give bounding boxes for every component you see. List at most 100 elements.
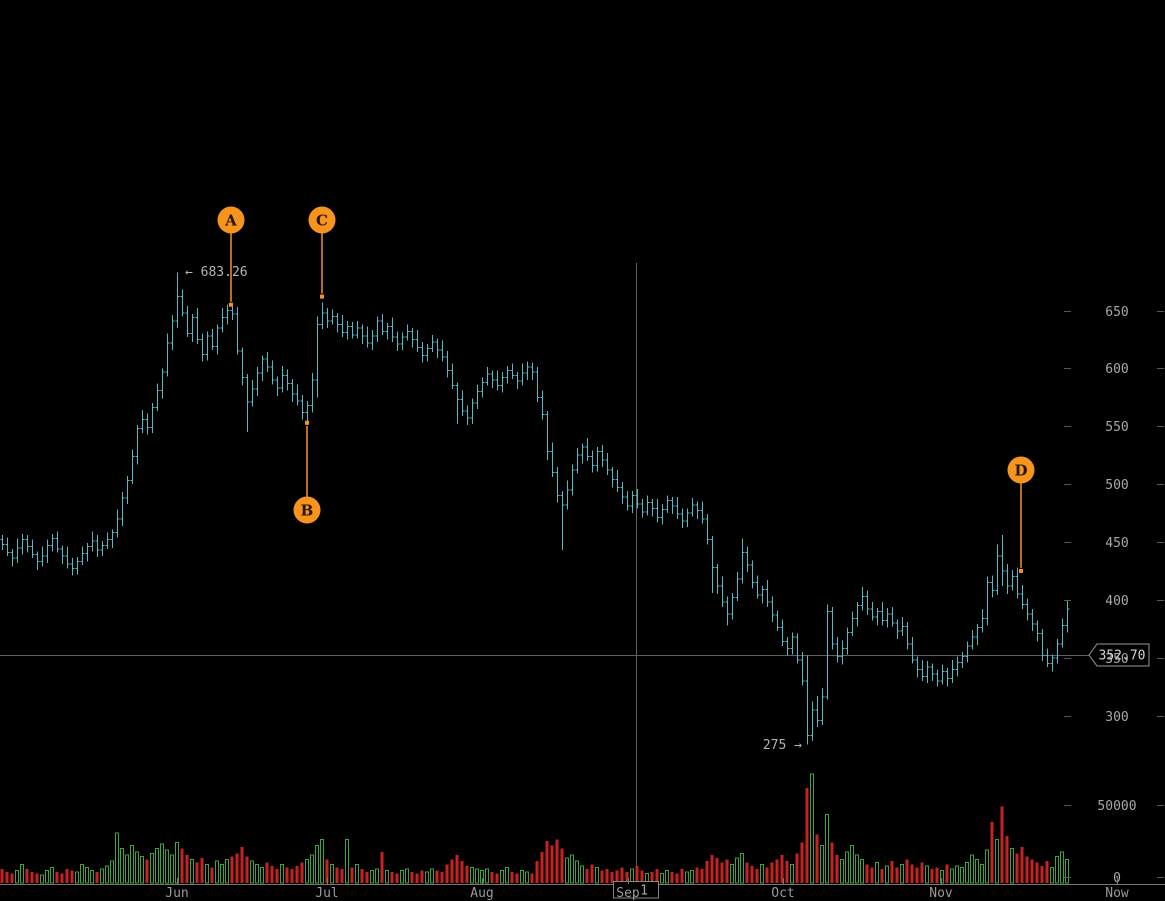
ohlc-bar [280,366,285,393]
ohlc-bar [695,501,700,519]
volume-bar-down [325,859,329,883]
ohlc-bar [935,669,940,687]
month-label: Jul [315,886,338,901]
ohlc-bar [1045,648,1050,667]
volume-bar-up [900,863,904,884]
volume-bar-down [585,869,589,883]
volume-bar-down [145,859,149,883]
ohlc-bar [745,546,750,573]
ohlc-bar [1015,567,1020,599]
ohlc-bar [1025,598,1030,621]
volume-bar-up [40,874,44,884]
ohlc-bar [185,305,190,338]
volume-bar-up [855,854,859,884]
volume-bar-up [370,870,374,884]
marker-letter: B [301,502,314,520]
ohlc-bar [655,499,660,523]
price-axis-label: 300 [1105,710,1128,725]
ohlc-bar [715,564,720,595]
ohlc-bar [320,302,325,329]
volume-bar-down [1045,861,1049,883]
ohlc-bar [25,535,30,553]
ohlc-bar [1055,639,1060,664]
ohlc-bar [525,361,530,380]
marker-circle[interactable] [1007,456,1035,484]
volume-bar-down [235,853,239,883]
ohlc-bar [90,531,95,552]
volume-bar-down [755,869,759,883]
ohlc-bar [1035,620,1040,642]
ohlc-bar [1030,609,1035,632]
ohlc-bar [850,611,855,636]
ohlc-bar [675,496,680,519]
ohlc-bar [210,329,215,350]
volume-bar-down [830,842,834,883]
alert-marker-d[interactable]: D [1007,456,1035,573]
marker-circle[interactable] [308,206,336,234]
volume-bar-down [745,862,749,883]
volume-bar-down [95,872,99,883]
price-axis-label: 500 [1105,478,1128,493]
volume-bar-up [860,859,864,884]
price-axis-label: 350 [1105,652,1128,667]
ohlc-bar [220,308,225,333]
volume-bar-down [890,861,894,883]
volume-bar-up [305,859,309,884]
ohlc-bar [130,449,135,485]
volume-bar-down [70,870,74,883]
alert-marker-a[interactable]: A [217,206,245,307]
volume-bar-down [210,867,214,883]
volume-bar-down [1015,853,1019,883]
volume-bar-down [10,873,14,883]
marker-target-dot [229,302,233,307]
ohlc-bar [875,608,880,626]
marker-circle[interactable] [217,206,245,234]
ohlc-bar [385,323,390,340]
alert-marker-b[interactable]: B [293,420,321,524]
volume-bar-down [780,854,784,883]
volume-bar-down [870,867,874,883]
volume-series [0,773,1069,884]
price-axis-label: 400 [1105,594,1128,609]
ohlc-bar [725,596,730,626]
ohlc-bar [770,596,775,622]
ohlc-bar [515,371,520,390]
volume-bar-up [425,871,429,884]
volume-bar-down [450,859,454,883]
ohlc-bar [480,377,485,398]
ohlc-bar [915,656,920,678]
volume-bar-up [970,854,974,884]
marker-circle[interactable] [293,496,321,524]
volume-bar-down [270,865,274,883]
volume-bar-down [650,872,654,883]
volume-bar-up [485,868,489,884]
volume-bar-up [150,852,154,884]
ohlc-bar [485,367,490,386]
ohlc-bar [545,411,550,460]
volume-bar-down [300,862,304,883]
volume-bar-down [620,867,624,883]
volume-bar-down [1030,859,1034,883]
volume-bar-up [735,857,739,884]
alert-markers: A B C D [217,206,1035,573]
volume-bar-down [285,867,289,883]
volume-bar-up [385,870,389,884]
volume-bar-up [75,871,79,884]
ohlc-bar [975,624,980,645]
ohlc-bar [730,592,735,620]
volume-bar-up [90,870,94,884]
volume-bar-down [0,869,4,883]
volume-bar-down [265,862,269,883]
ohlc-bar [640,499,645,518]
volume-bar-up [205,863,209,884]
ohlc-bar [1010,569,1015,591]
ohlc-bar [690,498,695,517]
ohlc-bar [55,531,60,553]
volume-bar-down [490,872,494,883]
alert-marker-c[interactable]: C [308,206,336,299]
ohlc-bar [410,327,415,348]
ohlc-bar [20,533,25,555]
volume-bar-up [155,848,159,884]
volume-bar-up [125,854,129,884]
